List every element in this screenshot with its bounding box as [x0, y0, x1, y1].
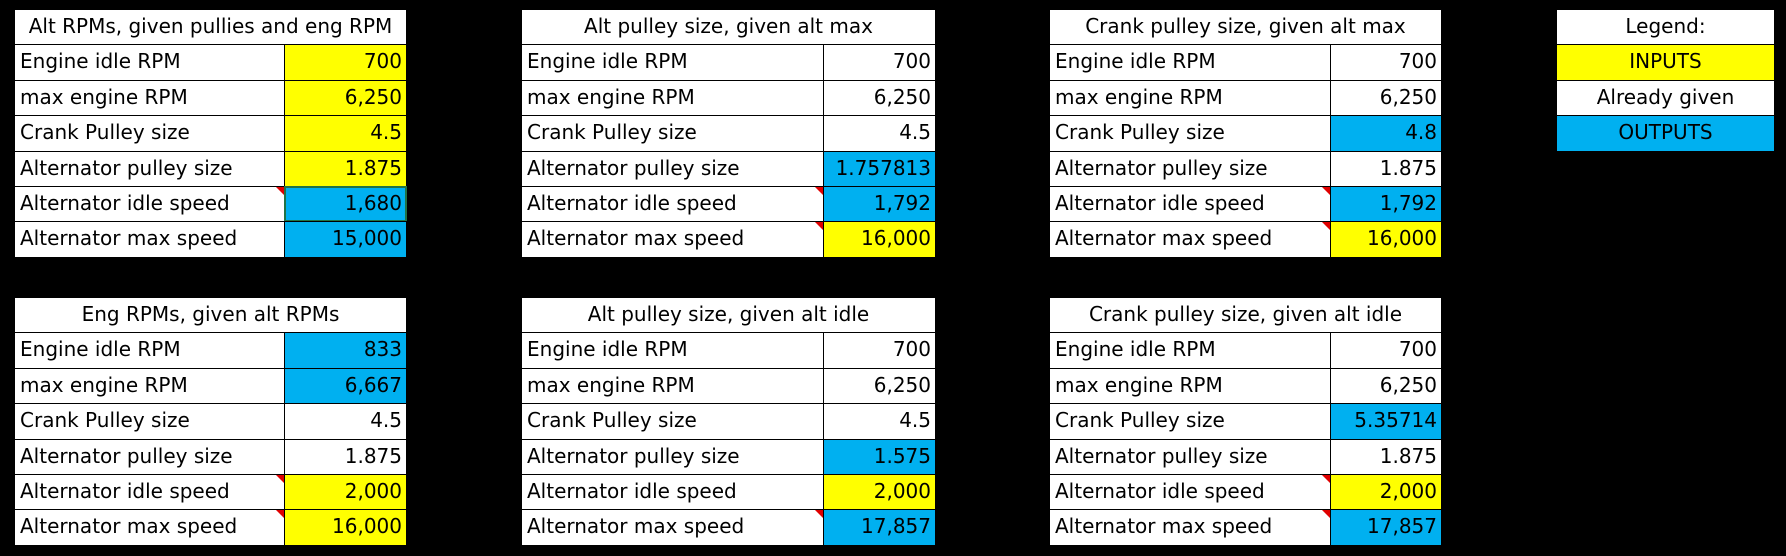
row-value: 1.875 [1330, 438, 1442, 475]
row-label: Engine idle RPM [14, 44, 285, 81]
row-label: Alternator max speed [1049, 221, 1331, 258]
row-value: 700 [284, 44, 407, 81]
row-value: 5.35714 [1330, 403, 1442, 440]
row-value: 1,680 [284, 186, 407, 223]
legend-item: INPUTS [1556, 44, 1775, 81]
row-value: 6,250 [1330, 79, 1442, 117]
row-label: Alternator idle speed [1049, 186, 1331, 223]
row-label: Alternator idle speed [521, 474, 824, 511]
row-label: Engine idle RPM [521, 332, 824, 369]
row-label: Crank Pulley size [521, 403, 824, 440]
row-value: 700 [823, 44, 936, 81]
table-title: Alt pulley size, given alt idle [521, 297, 936, 334]
comment-marker [1322, 475, 1330, 483]
row-label: Alternator max speed [521, 221, 824, 258]
row-value: 1.575 [823, 438, 936, 475]
row-value: 4.5 [284, 403, 407, 440]
row-value: 16,000 [823, 221, 936, 258]
comment-marker [276, 475, 284, 483]
comment-marker [1322, 187, 1330, 195]
row-label: Alternator pulley size [1049, 438, 1331, 475]
row-label: max engine RPM [521, 367, 824, 405]
row-label: Alternator pulley size [14, 438, 285, 475]
comment-marker [815, 222, 823, 231]
row-value: 17,857 [1330, 509, 1442, 546]
row-label: max engine RPM [14, 79, 285, 117]
row-value: 4.5 [284, 115, 407, 152]
legend-item: OUTPUTS [1556, 115, 1775, 152]
table-title: Eng RPMs, given alt RPMs [14, 297, 407, 334]
row-value: 17,857 [823, 509, 936, 546]
row-value: 700 [1330, 332, 1442, 369]
row-value: 700 [823, 332, 936, 369]
comment-marker [276, 187, 284, 195]
row-value: 2,000 [1330, 474, 1442, 511]
row-label: Alternator max speed [1049, 509, 1331, 546]
table-title: Crank pulley size, given alt max [1049, 9, 1442, 46]
row-value: 6,250 [284, 79, 407, 117]
legend-item: Already given [1556, 79, 1775, 117]
row-label: max engine RPM [521, 79, 824, 117]
row-value: 2,000 [823, 474, 936, 511]
row-label: Crank Pulley size [14, 403, 285, 440]
row-value: 1,792 [823, 186, 936, 223]
row-value: 2,000 [284, 474, 407, 511]
row-value: 16,000 [1330, 221, 1442, 258]
row-value: 700 [1330, 44, 1442, 81]
row-value: 1,792 [1330, 186, 1442, 223]
row-label: Alternator idle speed [521, 186, 824, 223]
row-label: Alternator max speed [14, 509, 285, 546]
comment-marker [815, 510, 823, 519]
row-label: Engine idle RPM [14, 332, 285, 369]
row-label: Alternator idle speed [1049, 474, 1331, 511]
row-label: Alternator max speed [521, 509, 824, 546]
table-title: Crank pulley size, given alt idle [1049, 297, 1442, 334]
row-label: Crank Pulley size [1049, 115, 1331, 152]
row-value: 1.875 [1330, 150, 1442, 187]
row-label: Alternator pulley size [1049, 150, 1331, 187]
row-value: 4.8 [1330, 115, 1442, 152]
legend-title: Legend: [1556, 9, 1775, 46]
row-label: Alternator pulley size [14, 150, 285, 187]
row-label: Alternator idle speed [14, 474, 285, 511]
row-label: Crank Pulley size [521, 115, 824, 152]
row-label: Alternator pulley size [521, 150, 824, 187]
row-label: max engine RPM [14, 367, 285, 405]
comment-marker [815, 187, 823, 195]
row-label: Alternator idle speed [14, 186, 285, 223]
row-label: Crank Pulley size [14, 115, 285, 152]
row-value: 6,250 [823, 79, 936, 117]
comment-marker [1322, 222, 1330, 231]
row-value: 15,000 [284, 221, 407, 258]
row-label: max engine RPM [1049, 367, 1331, 405]
row-value: 833 [284, 332, 407, 369]
row-value: 4.5 [823, 115, 936, 152]
row-label: Crank Pulley size [1049, 403, 1331, 440]
row-value: 1.875 [284, 150, 407, 187]
row-value: 1.875 [284, 438, 407, 475]
row-label: Alternator max speed [14, 221, 285, 258]
comment-marker [276, 510, 284, 519]
row-value: 6,250 [823, 367, 936, 405]
table-title: Alt pulley size, given alt max [521, 9, 936, 46]
table-title: Alt RPMs, given pullies and eng RPM [14, 9, 407, 46]
row-label: Engine idle RPM [1049, 44, 1331, 81]
row-value: 6,250 [1330, 367, 1442, 405]
row-value: 1.757813 [823, 150, 936, 187]
row-value: 6,667 [284, 367, 407, 405]
row-label: Engine idle RPM [1049, 332, 1331, 369]
row-value: 16,000 [284, 509, 407, 546]
comment-marker [1322, 510, 1330, 519]
row-label: Engine idle RPM [521, 44, 824, 81]
row-label: max engine RPM [1049, 79, 1331, 117]
row-value: 4.5 [823, 403, 936, 440]
row-label: Alternator pulley size [521, 438, 824, 475]
